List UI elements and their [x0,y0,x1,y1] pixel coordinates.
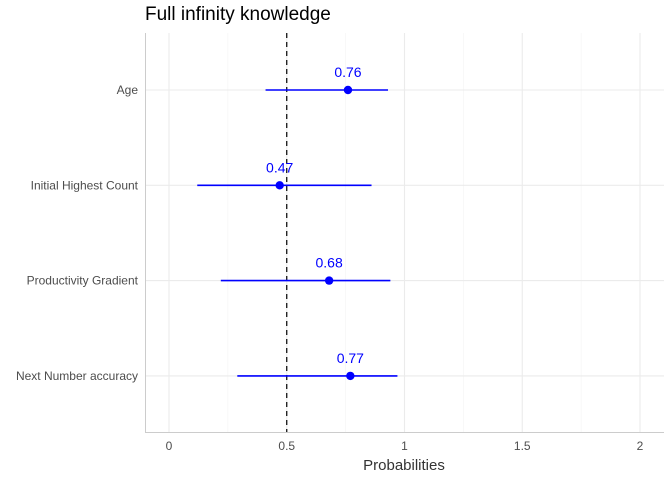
data-label: 0.68 [316,255,343,271]
marks-layer: 0.76 0.47 0.68 0.77 [197,64,398,381]
estimate-point [324,276,334,285]
chart-title: Full infinity knowledge [145,4,331,25]
estimate-point [346,371,355,381]
x-tick-labels: 0 0.5 1 1.5 2 [166,439,644,453]
x-tick-label: 2 [637,439,644,453]
estimate-point [343,85,353,95]
x-axis-label: Probabilities [363,457,445,474]
grid-layer [145,33,664,432]
data-label: 0.47 [266,159,293,175]
y-tick-label: Productivity Gradient [27,274,139,288]
y-tick-label: Age [117,83,139,97]
data-label: 0.76 [334,64,361,80]
x-tick-label: 1 [401,439,408,453]
estimate-point [275,181,284,190]
x-tick-label: 1.5 [514,439,531,453]
y-tick-label: Initial Highest Count [31,178,139,192]
y-tick-label: Next Number accuracy [16,369,138,383]
y-tick-labels: Age Initial Highest Count Productivity Gra… [16,83,139,383]
data-label: 0.77 [337,350,364,366]
x-tick-label: 0.5 [278,439,295,453]
x-tick-label: 0 [166,439,173,453]
